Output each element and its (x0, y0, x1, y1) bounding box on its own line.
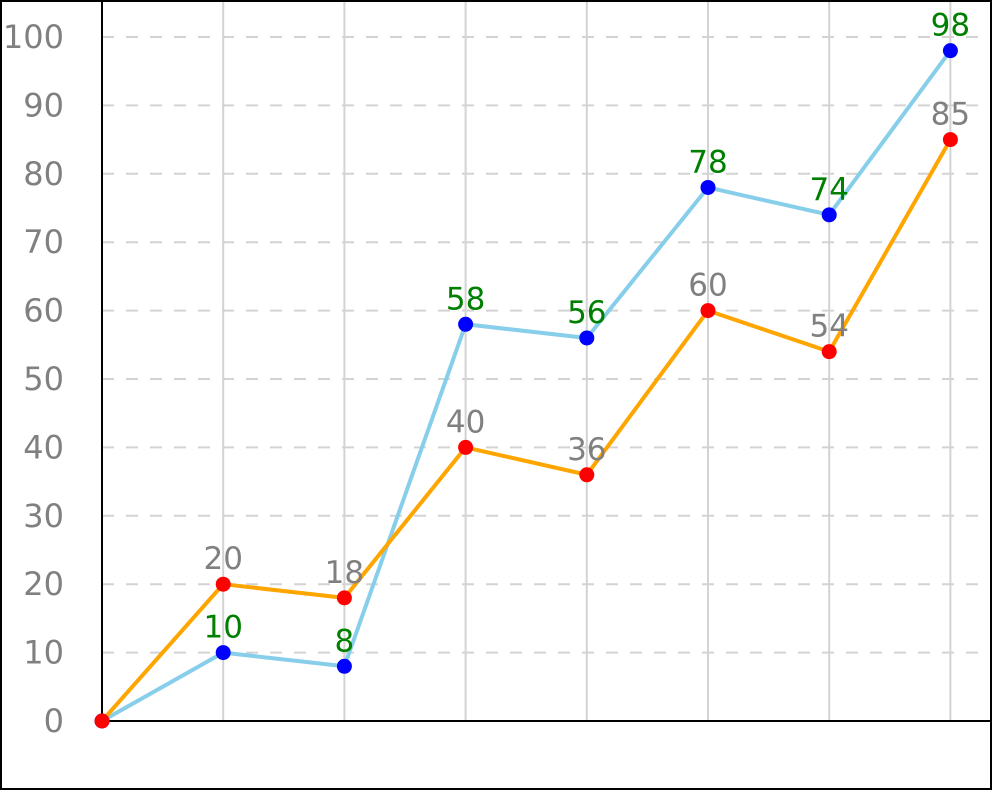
y-tick-label: 80 (23, 155, 64, 193)
data-label-series-1: 74 (809, 172, 848, 208)
data-label-series-1: 56 (567, 295, 606, 331)
y-tick-label: 0 (44, 702, 64, 740)
y-tick-label: 50 (23, 360, 64, 398)
data-point-series-2 (336, 590, 352, 606)
y-tick-label: 10 (23, 634, 64, 672)
data-point-series-2 (94, 713, 110, 729)
data-label-series-1: 78 (688, 144, 727, 180)
data-point-series-2 (458, 439, 474, 455)
data-label-series-2: 85 (931, 97, 970, 133)
data-point-series-2 (821, 344, 837, 360)
y-tick-label: 100 (3, 18, 64, 56)
data-label-series-2: 20 (203, 541, 242, 577)
y-tick-label: 90 (23, 86, 64, 124)
series-line-1 (101, 49, 953, 723)
data-point-series-1 (215, 645, 231, 661)
y-tick-label: 30 (23, 497, 64, 535)
data-point-series-2 (942, 132, 958, 148)
data-point-series-1 (579, 330, 595, 346)
data-label-series-1: 58 (446, 281, 485, 317)
data-label-series-2: 54 (809, 309, 848, 345)
data-point-series-1 (700, 179, 716, 195)
data-label-series-1: 8 (335, 623, 355, 659)
y-tick-label: 60 (23, 292, 64, 330)
data-point-series-2 (579, 467, 595, 483)
data-point-series-1 (458, 316, 474, 332)
y-tick-label: 70 (23, 223, 64, 261)
data-label-series-2: 60 (688, 268, 727, 304)
data-point-series-2 (700, 303, 716, 319)
data-label-series-2: 36 (567, 432, 606, 468)
data-point-series-2 (215, 576, 231, 592)
data-label-series-2: 18 (325, 555, 364, 591)
data-point-series-1 (336, 658, 352, 674)
data-label-series-1: 10 (203, 610, 242, 646)
data-point-series-1 (942, 43, 958, 59)
y-tick-label: 40 (23, 428, 64, 466)
y-tick-label: 20 (23, 565, 64, 603)
series-line-2 (100, 138, 953, 723)
data-label-series-1: 98 (931, 8, 970, 44)
data-point-series-1 (821, 207, 837, 223)
data-label-series-2: 40 (446, 404, 485, 440)
